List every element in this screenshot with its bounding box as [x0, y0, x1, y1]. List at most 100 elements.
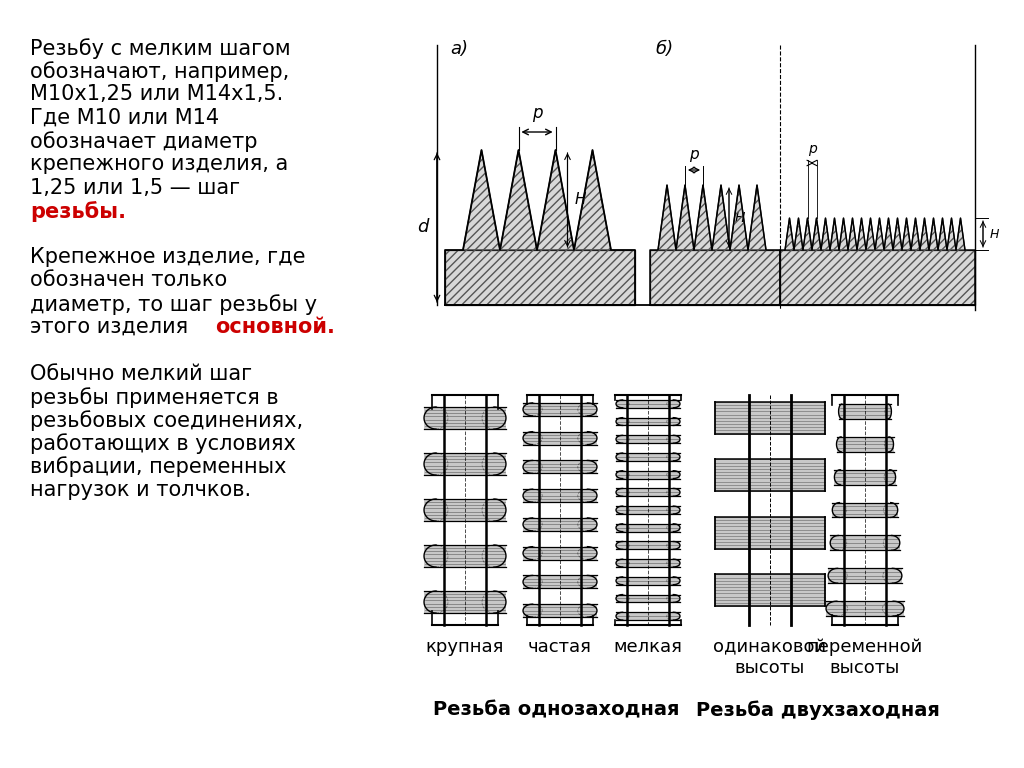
Bar — [616, 612, 680, 620]
Bar — [424, 591, 506, 613]
Bar — [523, 575, 597, 588]
Polygon shape — [911, 218, 920, 250]
Text: диаметр, то шаг резьбы у: диаметр, то шаг резьбы у — [30, 293, 317, 315]
Polygon shape — [938, 218, 947, 250]
Bar — [616, 471, 680, 478]
Bar — [616, 488, 680, 496]
Text: этого изделия: этого изделия — [30, 317, 195, 337]
Text: мелкая: мелкая — [613, 638, 682, 656]
Text: Обычно мелкий шаг: Обычно мелкий шаг — [30, 363, 252, 383]
Polygon shape — [463, 150, 500, 250]
Bar — [833, 502, 898, 518]
Polygon shape — [830, 218, 839, 250]
Text: нагрузок и толчков.: нагрузок и толчков. — [30, 480, 251, 500]
Polygon shape — [866, 218, 874, 250]
Polygon shape — [676, 185, 694, 250]
Polygon shape — [658, 185, 676, 250]
Text: основной.: основной. — [215, 317, 335, 337]
Bar — [616, 524, 680, 531]
Polygon shape — [803, 218, 812, 250]
Polygon shape — [956, 218, 965, 250]
Bar — [616, 559, 680, 567]
Bar — [828, 568, 902, 583]
Text: Резьбу с мелким шагом: Резьбу с мелким шагом — [30, 38, 291, 59]
Polygon shape — [902, 218, 911, 250]
Text: резьбы.: резьбы. — [30, 200, 126, 222]
Bar — [830, 535, 900, 550]
Polygon shape — [694, 185, 712, 250]
Polygon shape — [537, 150, 574, 250]
Bar — [424, 407, 506, 429]
Text: d: d — [418, 219, 429, 237]
Polygon shape — [785, 218, 794, 250]
Text: Крепежное изделие, где: Крепежное изделие, где — [30, 247, 305, 267]
Text: H: H — [990, 227, 999, 240]
Polygon shape — [500, 150, 537, 250]
Bar — [523, 432, 597, 445]
Bar — [523, 604, 597, 617]
Text: переменной
высоты: переменной высоты — [807, 638, 923, 677]
Polygon shape — [445, 250, 635, 305]
Text: обозначен только: обозначен только — [30, 270, 227, 290]
Bar — [837, 437, 894, 452]
Text: крепежного изделия, а: крепежного изделия, а — [30, 154, 288, 174]
Bar — [616, 506, 680, 514]
Bar — [616, 453, 680, 461]
Bar — [424, 545, 506, 567]
Text: p: p — [531, 104, 543, 122]
Polygon shape — [920, 218, 929, 250]
Bar — [523, 518, 597, 531]
Bar — [716, 517, 824, 548]
Text: Резьба двухзаходная: Резьба двухзаходная — [695, 700, 939, 720]
Text: крупная: крупная — [426, 638, 504, 656]
Polygon shape — [812, 218, 821, 250]
Bar — [616, 400, 680, 408]
Polygon shape — [730, 185, 748, 250]
Text: резьбы применяется в: резьбы применяется в — [30, 387, 279, 408]
Polygon shape — [947, 218, 956, 250]
Polygon shape — [839, 218, 848, 250]
Polygon shape — [857, 218, 866, 250]
Bar — [839, 404, 892, 419]
Polygon shape — [848, 218, 857, 250]
Bar — [424, 453, 506, 475]
Text: H: H — [574, 193, 586, 207]
Bar — [616, 418, 680, 425]
Polygon shape — [821, 218, 830, 250]
Polygon shape — [780, 250, 975, 305]
Text: а): а) — [450, 40, 468, 58]
Polygon shape — [712, 185, 730, 250]
Bar — [616, 577, 680, 584]
Polygon shape — [748, 185, 766, 250]
Polygon shape — [574, 150, 611, 250]
Text: H: H — [735, 210, 745, 224]
Bar — [523, 460, 597, 473]
Text: Где М10 или М14: Где М10 или М14 — [30, 108, 219, 127]
Text: резьбовых соединениях,: резьбовых соединениях, — [30, 410, 303, 431]
Bar — [716, 402, 824, 433]
Polygon shape — [874, 218, 884, 250]
Polygon shape — [884, 218, 893, 250]
Bar — [523, 547, 597, 560]
Bar — [523, 403, 597, 415]
Text: частая: частая — [528, 638, 592, 656]
Text: работающих в условиях: работающих в условиях — [30, 433, 296, 454]
Text: обозначает диаметр: обозначает диаметр — [30, 131, 257, 152]
Polygon shape — [893, 218, 902, 250]
Polygon shape — [929, 218, 938, 250]
Bar — [616, 541, 680, 549]
Text: p: p — [689, 147, 698, 162]
Text: М10х1,25 или М14х1,5.: М10х1,25 или М14х1,5. — [30, 84, 284, 104]
Text: одинаковой
высоты: одинаковой высоты — [714, 638, 826, 677]
Bar — [826, 601, 904, 616]
Text: вибрации, переменных: вибрации, переменных — [30, 456, 287, 478]
Bar — [616, 594, 680, 602]
Bar — [716, 459, 824, 491]
Bar — [835, 470, 896, 485]
Polygon shape — [794, 218, 803, 250]
Polygon shape — [650, 250, 780, 305]
Text: 1,25 или 1,5 — шаг: 1,25 или 1,5 — шаг — [30, 177, 240, 197]
Bar — [424, 499, 506, 521]
Text: б): б) — [655, 40, 673, 58]
Bar — [616, 435, 680, 443]
